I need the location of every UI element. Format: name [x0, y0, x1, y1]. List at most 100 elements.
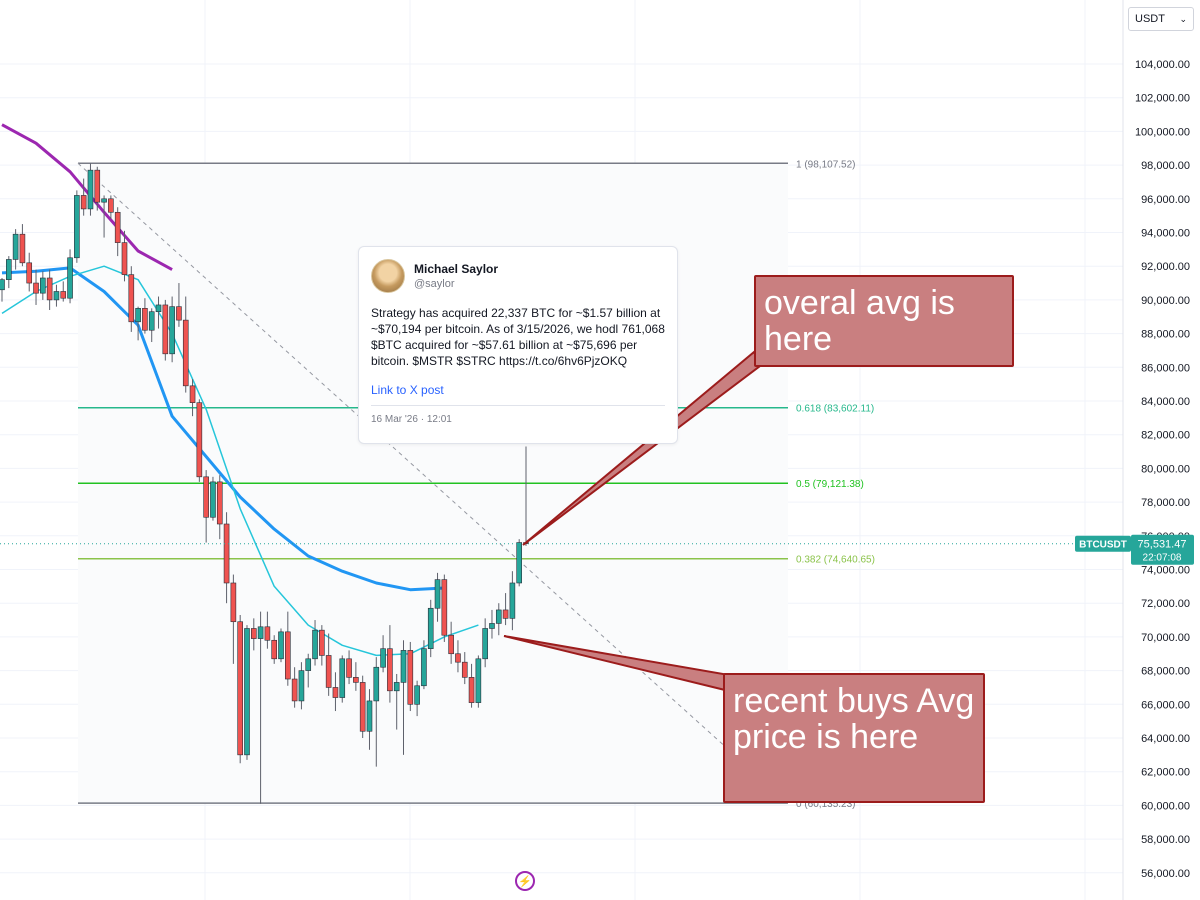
- tweet-link[interactable]: Link to X post: [371, 383, 444, 397]
- candle: [468, 663, 475, 708]
- price-scale-label: 78,000.00: [1141, 497, 1190, 509]
- candle-body: [257, 626, 264, 639]
- candle: [489, 609, 495, 639]
- candle: [373, 657, 380, 767]
- candle-body: [387, 648, 393, 692]
- candle: [87, 163, 94, 216]
- candle: [210, 476, 216, 521]
- price-scale-label: 100,000.00: [1135, 126, 1190, 138]
- candle-body: [244, 628, 250, 756]
- ma-line: [1, 123, 173, 271]
- ma-line: [1, 266, 445, 592]
- candle: [285, 611, 291, 686]
- candle: [53, 284, 60, 307]
- price-scale-label: 102,000.00: [1135, 93, 1190, 105]
- price-scale-label: 74,000.00: [1141, 565, 1190, 577]
- candle: [19, 224, 26, 267]
- price-scale-label: 56,000.00: [1141, 868, 1190, 880]
- candle-body: [312, 629, 318, 660]
- candle-body: [60, 291, 67, 299]
- candle-body: [427, 607, 434, 649]
- currency-select[interactable]: USDT ⌄: [1128, 7, 1194, 31]
- candle: [237, 614, 243, 764]
- tweet-divider: [371, 405, 665, 406]
- callout-arrows: [503, 350, 762, 692]
- candle-body: [87, 169, 94, 210]
- candle-body: [182, 319, 189, 387]
- candle-body: [6, 259, 12, 280]
- tweet-date: 16 Mar '26 · 12:01: [371, 414, 452, 425]
- candle-body: [250, 628, 257, 639]
- candle: [312, 620, 318, 666]
- candle: [319, 625, 325, 666]
- candle-body: [468, 677, 475, 703]
- candle-body: [305, 658, 312, 671]
- candle: [0, 277, 5, 302]
- fib-level-label: 0.382 (74,640.65): [796, 555, 875, 566]
- candle: [495, 603, 502, 636]
- candle: [203, 470, 209, 543]
- candle: [12, 229, 19, 270]
- candle-body: [196, 402, 203, 478]
- chevron-down-icon: ⌄: [1179, 13, 1187, 24]
- candle: [223, 512, 230, 604]
- candle-body: [441, 579, 448, 636]
- candle-body: [285, 631, 291, 680]
- symbol-tag: [1075, 535, 1131, 552]
- candle-body: [230, 582, 237, 623]
- candle: [461, 652, 468, 685]
- candle: [380, 635, 386, 673]
- candle: [80, 178, 87, 216]
- candle: [230, 574, 237, 664]
- price-scale-background: [1123, 0, 1200, 900]
- candle: [516, 539, 522, 587]
- candle-body: [40, 277, 46, 294]
- candle-body: [366, 700, 373, 732]
- candle: [94, 166, 101, 211]
- candle-body: [298, 670, 305, 702]
- candle: [26, 252, 33, 292]
- price-scale-label: 80,000.00: [1141, 463, 1190, 475]
- candle-body: [448, 634, 454, 655]
- candle: [502, 593, 509, 626]
- candle-body: [101, 198, 107, 203]
- candle-body: [108, 198, 114, 213]
- candle: [67, 249, 73, 304]
- price-scale-label: 72,000.00: [1141, 598, 1190, 610]
- candle: [455, 640, 461, 673]
- candlestick-series: [0, 163, 1123, 804]
- last-price-countdown: 22:07:08: [1143, 553, 1182, 564]
- candle: [46, 269, 53, 311]
- price-scale-label: 86,000.00: [1141, 362, 1190, 374]
- candle-body: [421, 648, 427, 687]
- candle: [264, 611, 271, 649]
- candle-body: [74, 195, 80, 259]
- candle-body: [502, 609, 509, 619]
- candle: [155, 296, 162, 329]
- moving-averages: [1, 123, 479, 657]
- price-scale-label: 90,000.00: [1141, 295, 1190, 307]
- candle: [60, 281, 67, 302]
- candle: [434, 572, 441, 622]
- fib-level-label: 0.618 (83,602.11): [796, 404, 874, 415]
- candle: [257, 611, 264, 804]
- candle: [509, 571, 516, 631]
- lightning-icon[interactable]: ⚡: [515, 871, 535, 891]
- candle-body: [475, 658, 482, 703]
- candle: [108, 195, 114, 220]
- candle-body: [237, 621, 243, 756]
- price-scale-label: 98,000.00: [1141, 160, 1190, 172]
- candle-body: [516, 542, 522, 584]
- candle-body: [94, 169, 101, 203]
- price-scale-label: 104,000.00: [1135, 59, 1190, 71]
- candle: [148, 308, 155, 343]
- candle-body: [278, 631, 284, 660]
- candle: [448, 621, 454, 664]
- candle-body: [373, 666, 380, 702]
- candle-body: [46, 277, 53, 301]
- candle: [196, 399, 203, 482]
- candle: [135, 306, 141, 341]
- candle: [128, 266, 135, 332]
- candle: [407, 641, 414, 712]
